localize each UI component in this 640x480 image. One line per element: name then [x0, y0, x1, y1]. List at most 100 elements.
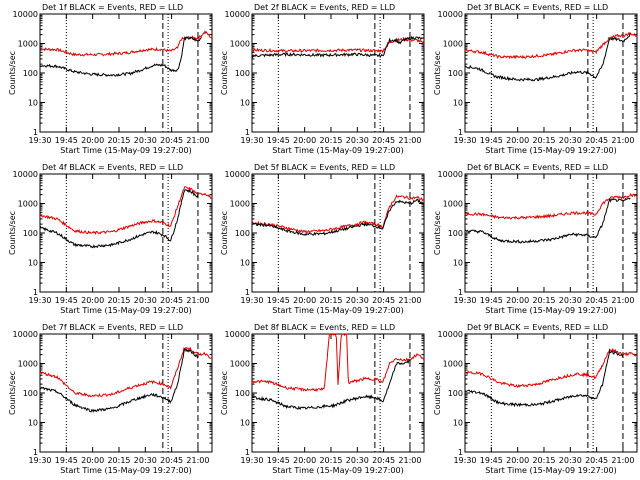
x-tick-label: 19:30	[240, 136, 263, 145]
y-tick-label: 10	[453, 99, 463, 108]
x-axis-label: Start Time (15-May-09 19:27:00)	[60, 146, 191, 155]
events-trace	[39, 36, 202, 78]
y-tick-label: 10	[240, 99, 250, 108]
x-tick-label: 20:45	[585, 296, 608, 305]
x-tick-label: 20:45	[372, 456, 395, 465]
x-tick-label: 20:15	[532, 296, 555, 305]
events-trace	[464, 197, 631, 244]
y-axis-label: Counts/sec	[8, 371, 17, 415]
x-tick-label: 21:00	[398, 136, 421, 145]
lld-trace	[464, 192, 638, 220]
y-axis-label: Counts/sec	[433, 211, 442, 255]
y-tick-label: 10000	[225, 330, 250, 339]
y-tick-label: 10	[453, 419, 463, 428]
x-tick-label: 20:15	[319, 136, 342, 145]
y-tick-label: 100	[448, 69, 463, 78]
panel-7f: Det 7f BLACK = Events, RED = LLD 1 10 100 10…	[8, 323, 213, 475]
x-tick-label: 20:45	[160, 296, 183, 305]
y-tick-label: 10000	[13, 330, 38, 339]
plot-frame	[251, 13, 425, 133]
x-tick-label: 20:45	[160, 136, 183, 145]
x-tick-label: 21:00	[398, 296, 421, 305]
y-tick-label: 100	[23, 69, 38, 78]
y-tick-label: 1	[245, 128, 250, 137]
panel-2f: Det 2f BLACK = Events, RED = LLD 1 10 100 10…	[220, 3, 425, 155]
panel-8f: Det 8f BLACK = Events, RED = LLD 1 10 100 10…	[220, 323, 425, 475]
events-trace	[251, 35, 425, 59]
y-tick-label: 1000	[443, 360, 463, 369]
x-tick-label: 19:30	[28, 456, 51, 465]
panel-title: Det 8f BLACK = Events, RED = LLD	[254, 323, 395, 332]
y-axis-label: Counts/sec	[8, 211, 17, 255]
x-tick-label: 20:45	[372, 136, 395, 145]
panel-title: Det 7f BLACK = Events, RED = LLD	[42, 323, 183, 332]
x-tick-label: 20:00	[293, 136, 316, 145]
panel-3f: Det 3f BLACK = Events, RED = LLD 1 10 100 10…	[433, 3, 638, 155]
x-tick-label: 20:30	[346, 456, 369, 465]
x-tick-label: 21:00	[398, 456, 421, 465]
panel-title: Det 4f BLACK = Events, RED = LLD	[42, 163, 183, 172]
plot-frame	[39, 173, 213, 293]
x-tick-label: 19:30	[28, 296, 51, 305]
y-tick-label: 1000	[230, 200, 250, 209]
panel-title: Det 6f BLACK = Events, RED = LLD	[467, 163, 608, 172]
y-axis-label: Counts/sec	[8, 51, 17, 95]
x-tick-label: 19:45	[267, 296, 290, 305]
y-tick-label: 1	[245, 288, 250, 297]
y-axis-label: Counts/sec	[220, 51, 229, 95]
x-tick-label: 21:00	[611, 456, 634, 465]
y-tick-label: 10	[240, 259, 250, 268]
events-trace	[39, 188, 199, 249]
x-tick-label: 20:00	[293, 296, 316, 305]
y-tick-label: 1000	[18, 40, 38, 49]
y-tick-label: 1000	[230, 360, 250, 369]
x-axis-label: Start Time (15-May-09 19:27:00)	[485, 146, 616, 155]
x-tick-label: 19:45	[480, 456, 503, 465]
y-tick-label: 10000	[13, 10, 38, 19]
x-tick-label: 20:30	[134, 456, 157, 465]
x-tick-label: 20:00	[293, 456, 316, 465]
x-tick-label: 19:30	[28, 136, 51, 145]
y-tick-label: 1000	[443, 40, 463, 49]
lld-trace	[39, 346, 213, 398]
x-tick-label: 20:15	[107, 136, 130, 145]
y-tick-label: 100	[448, 229, 463, 238]
x-tick-label: 20:15	[532, 456, 555, 465]
x-axis-label: Start Time (15-May-09 19:27:00)	[60, 466, 191, 475]
y-tick-label: 10	[453, 259, 463, 268]
plot-frame	[251, 173, 425, 293]
x-axis-label: Start Time (15-May-09 19:27:00)	[272, 306, 403, 315]
y-axis-label: Counts/sec	[220, 211, 229, 255]
x-tick-label: 19:45	[55, 456, 78, 465]
x-tick-label: 20:30	[346, 296, 369, 305]
x-tick-label: 20:45	[160, 456, 183, 465]
x-tick-label: 20:15	[107, 456, 130, 465]
x-tick-label: 19:30	[240, 456, 263, 465]
y-tick-label: 10000	[438, 10, 463, 19]
panel-title: Det 3f BLACK = Events, RED = LLD	[467, 3, 608, 12]
x-axis-label: Start Time (15-May-09 19:27:00)	[485, 306, 616, 315]
x-tick-label: 21:00	[611, 296, 634, 305]
y-tick-label: 1	[245, 448, 250, 457]
y-axis-label: Counts/sec	[220, 371, 229, 415]
events-trace	[464, 348, 624, 408]
y-tick-label: 100	[448, 389, 463, 398]
y-axis-label: Counts/sec	[433, 51, 442, 95]
x-tick-label: 20:15	[319, 456, 342, 465]
x-tick-label: 19:45	[480, 296, 503, 305]
y-tick-label: 1	[33, 128, 38, 137]
y-tick-label: 1	[458, 288, 463, 297]
x-tick-label: 20:15	[319, 296, 342, 305]
x-axis-label: Start Time (15-May-09 19:27:00)	[485, 466, 616, 475]
y-tick-label: 10	[28, 259, 38, 268]
y-tick-label: 1	[33, 448, 38, 457]
panel-9f: Det 9f BLACK = Events, RED = LLD 1 10 100 10…	[433, 323, 638, 475]
lld-trace	[39, 29, 213, 57]
x-tick-label: 20:00	[81, 296, 104, 305]
lld-trace	[251, 36, 425, 54]
x-tick-label: 19:45	[55, 136, 78, 145]
x-tick-label: 19:45	[55, 296, 78, 305]
y-tick-label: 100	[235, 229, 250, 238]
y-tick-label: 10	[28, 99, 38, 108]
